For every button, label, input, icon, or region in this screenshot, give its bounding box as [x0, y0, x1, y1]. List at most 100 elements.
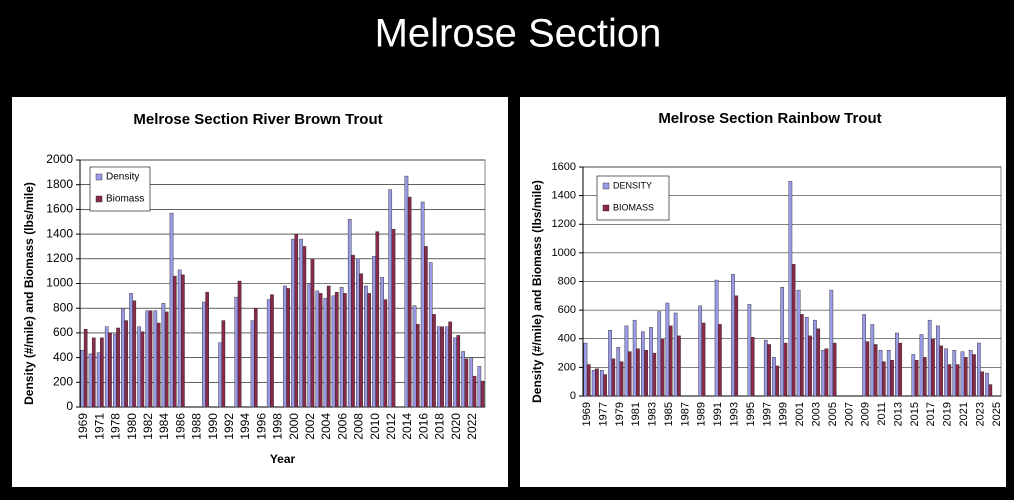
bar: [113, 333, 117, 408]
x-tick-label: 1982: [141, 413, 155, 440]
bar: [153, 310, 158, 408]
bar: [980, 371, 984, 397]
bar: [432, 314, 436, 408]
bar: [420, 201, 425, 408]
x-tick-label: 1991: [712, 402, 724, 426]
bar: [898, 342, 903, 397]
bar: [775, 365, 780, 397]
bar: [747, 304, 752, 397]
x-tick-label: 2008: [352, 413, 366, 440]
x-tick-label: 2020: [449, 413, 463, 440]
bar: [586, 364, 591, 397]
bar: [334, 291, 339, 408]
bar: [237, 280, 242, 408]
bar: [453, 337, 457, 408]
bar: [796, 289, 801, 397]
bar: [461, 351, 465, 408]
bar: [440, 326, 444, 408]
x-tick-label: 1978: [109, 413, 123, 440]
bar: [783, 342, 788, 397]
y-tick-label: 400: [558, 333, 576, 345]
legend-swatch: [602, 182, 610, 190]
x-tick-label: 1996: [254, 413, 268, 440]
bar: [665, 302, 670, 397]
bar: [477, 366, 482, 408]
bar: [129, 293, 133, 408]
legend-label: Biomass: [106, 194, 144, 205]
bar: [326, 285, 331, 408]
bar: [137, 326, 141, 408]
x-tick-label: 1983: [647, 402, 659, 426]
bar: [780, 287, 785, 397]
bar: [383, 299, 388, 408]
bar: [96, 352, 101, 408]
bar: [391, 228, 396, 408]
bar: [960, 351, 965, 397]
bar: [266, 299, 271, 408]
bar: [132, 300, 137, 408]
legend-swatch: [602, 204, 610, 212]
bar: [963, 357, 968, 397]
x-tick-label: 1984: [157, 413, 171, 440]
y-tick-label: 1200: [552, 218, 576, 230]
bar: [824, 348, 829, 397]
x-tick-label: 2003: [810, 402, 822, 426]
bar: [388, 189, 393, 408]
y-tick-label: 0: [66, 399, 73, 413]
bar: [148, 310, 153, 408]
bar: [315, 290, 320, 408]
bar: [677, 335, 681, 397]
bar: [294, 233, 299, 408]
y-tick-label: 1000: [46, 276, 73, 290]
bar: [632, 319, 637, 397]
x-tick-label: 2009: [860, 402, 872, 426]
bar: [299, 238, 303, 408]
bar: [164, 311, 169, 408]
bar: [813, 319, 817, 397]
bar: [952, 350, 957, 397]
bar: [878, 350, 883, 397]
bar: [181, 274, 185, 408]
bar: [865, 341, 870, 397]
y-axis-label: Density (#/mile) and Biomass (lbs/mile): [530, 180, 544, 403]
bar: [988, 384, 993, 397]
y-tick-label: 1800: [46, 177, 73, 191]
bar: [816, 328, 821, 397]
bar: [270, 294, 274, 408]
slide-title: Melrose Section: [375, 12, 662, 56]
bar: [873, 344, 878, 397]
bar: [291, 238, 295, 408]
bar: [936, 325, 940, 397]
bar: [652, 352, 657, 397]
y-tick-label: 200: [53, 374, 73, 388]
x-tick-label: 1969: [581, 402, 593, 426]
bar: [919, 334, 924, 397]
bar: [104, 326, 109, 408]
bar: [603, 374, 607, 397]
x-tick-label: 1979: [614, 402, 626, 426]
bar: [116, 327, 120, 408]
bar: [608, 329, 612, 397]
bar: [968, 350, 973, 397]
bar: [985, 372, 989, 397]
bar: [750, 337, 755, 397]
x-tick-label: 2006: [335, 413, 349, 440]
bar: [464, 358, 469, 408]
bar: [862, 314, 866, 397]
bar: [788, 181, 793, 397]
bar: [424, 246, 428, 408]
bar: [718, 324, 722, 397]
bar: [428, 262, 433, 408]
bar: [202, 301, 206, 408]
bar: [469, 357, 474, 408]
x-tick-label: 1985: [663, 402, 675, 426]
bar: [821, 350, 825, 397]
x-tick-label: 2002: [303, 413, 317, 440]
x-tick-label: 2017: [925, 402, 937, 426]
bar: [972, 354, 976, 397]
x-tick-label: 2001: [794, 402, 806, 426]
x-tick-label: 1987: [679, 402, 691, 426]
bar: [660, 338, 665, 397]
